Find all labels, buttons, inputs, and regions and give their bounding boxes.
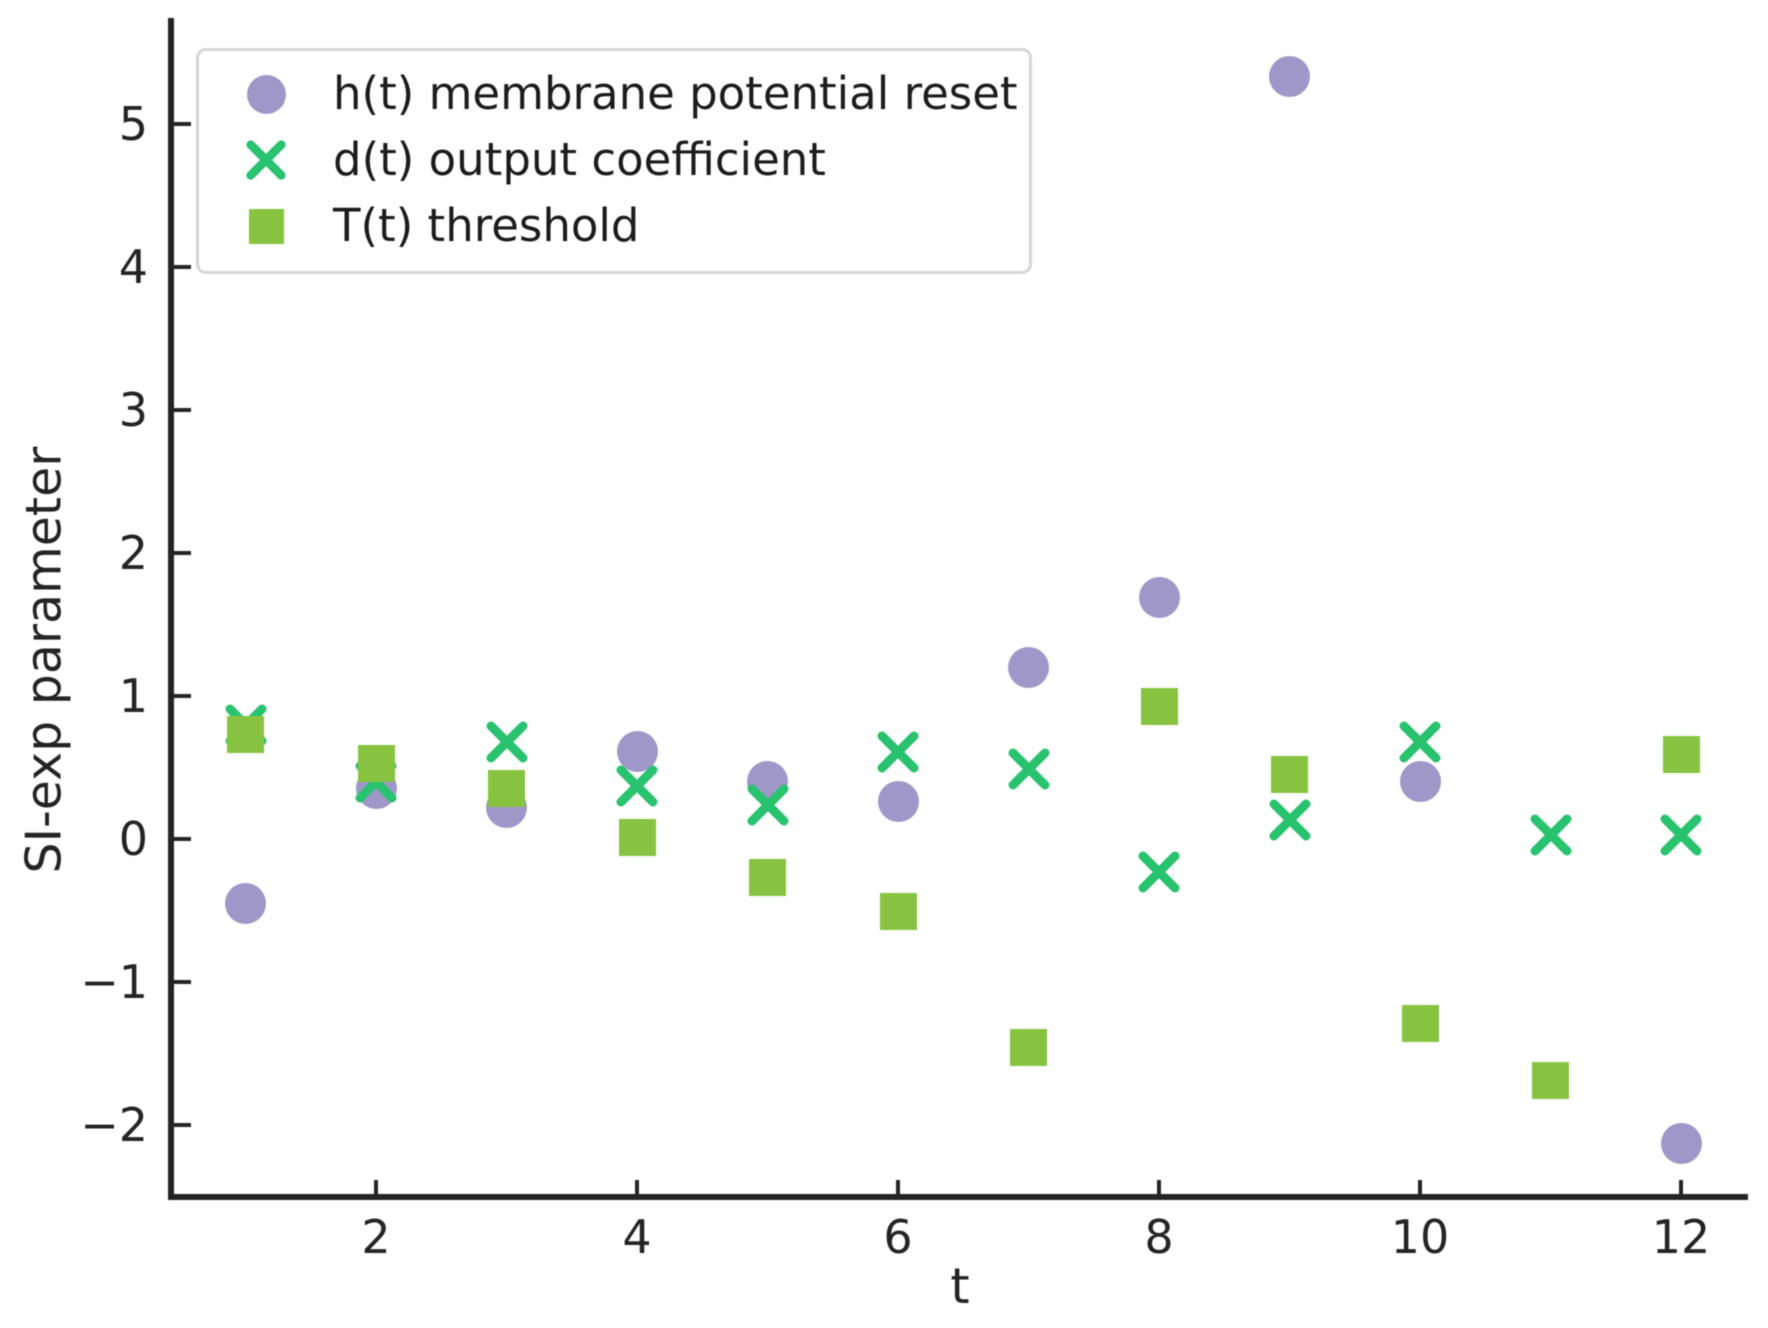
x-tick-mark [635, 1180, 639, 1197]
data-point-x-t4 [614, 763, 660, 809]
data-point-square-t10 [1401, 1004, 1439, 1042]
data-point-x-t10 [1397, 719, 1443, 765]
x-tick-label: 6 [883, 1210, 913, 1264]
data-point-x-t6 [875, 729, 921, 775]
x-tick-mark [1679, 1180, 1683, 1197]
legend-label-d: d(t) output coefficient [333, 133, 826, 186]
data-point-square-t12 [1662, 736, 1700, 774]
data-point-x-t9 [1267, 797, 1313, 843]
data-point-x-t8 [1136, 849, 1182, 895]
x-tick-mark [1157, 1180, 1161, 1197]
data-point-circle-t12 [1660, 1123, 1702, 1165]
data-point-square-t4 [618, 819, 656, 857]
data-point-square-t9 [1271, 756, 1308, 794]
y-tick-mark [174, 694, 191, 698]
y-tick-mark [174, 837, 191, 841]
x-tick-mark [374, 1180, 378, 1197]
legend-item-T: T(t) threshold [199, 200, 1029, 252]
x-marker-icon [199, 138, 333, 182]
x-tick-label: 4 [622, 1210, 652, 1264]
legend-item-h: h(t) membrane potential reset [199, 68, 1029, 120]
data-point-circle-t8 [1138, 576, 1180, 618]
x-tick-label: 8 [1144, 1210, 1174, 1264]
y-tick-label: 0 [118, 812, 148, 866]
y-tick-mark [174, 122, 191, 126]
y-tick-label: 5 [118, 97, 148, 151]
data-point-circle-t6 [877, 781, 919, 823]
y-tick-mark [174, 265, 191, 269]
y-tick-label: 3 [118, 383, 148, 437]
data-point-x-t11 [1528, 812, 1574, 858]
x-axis-spine [168, 1194, 1748, 1200]
y-tick-label: −1 [80, 955, 148, 1009]
circle-marker-icon [199, 74, 333, 114]
data-point-square-t7 [1010, 1029, 1047, 1067]
y-tick-label: 4 [118, 240, 148, 294]
data-point-square-t11 [1532, 1062, 1569, 1100]
y-tick-mark [174, 1123, 191, 1127]
legend-label-h: h(t) membrane potential reset [333, 67, 1018, 120]
data-point-square-t5 [749, 859, 786, 897]
data-point-square-t6 [879, 893, 917, 931]
y-tick-mark [174, 408, 191, 412]
x-tick-label: 10 [1390, 1210, 1450, 1264]
x-tick-mark [896, 1180, 900, 1197]
data-point-circle-t4 [616, 731, 658, 773]
data-point-circle-t9 [1269, 56, 1310, 98]
y-axis-spine [168, 18, 174, 1200]
y-axis-title: SI-exp parameter [15, 446, 73, 874]
x-axis-title: t [950, 1258, 970, 1315]
data-point-circle-t7 [1008, 646, 1049, 688]
data-point-circle-t10 [1399, 761, 1441, 803]
y-tick-mark [174, 551, 191, 555]
x-tick-label: 12 [1651, 1210, 1711, 1264]
square-marker-icon [199, 208, 333, 244]
y-tick-mark [174, 980, 191, 984]
data-point-x-t3 [484, 719, 530, 765]
data-point-square-t2 [357, 744, 395, 782]
y-tick-label: 1 [118, 669, 148, 723]
x-tick-label: 2 [361, 1210, 391, 1264]
data-point-x-t5 [745, 782, 791, 828]
y-tick-label: 2 [118, 526, 148, 580]
data-point-circle-t1 [225, 882, 266, 924]
data-point-x-t12 [1658, 812, 1704, 858]
data-point-square-t1 [227, 716, 264, 754]
data-point-square-t3 [488, 770, 525, 808]
data-point-x-t7 [1006, 746, 1052, 792]
data-point-square-t8 [1140, 687, 1178, 725]
y-tick-label: −2 [80, 1098, 148, 1152]
legend-label-T: T(t) threshold [333, 199, 640, 252]
legend-box: h(t) membrane potential reset d(t) outpu… [196, 48, 1032, 274]
x-tick-mark [1418, 1180, 1422, 1197]
legend-item-d: d(t) output coefficient [199, 134, 1029, 186]
